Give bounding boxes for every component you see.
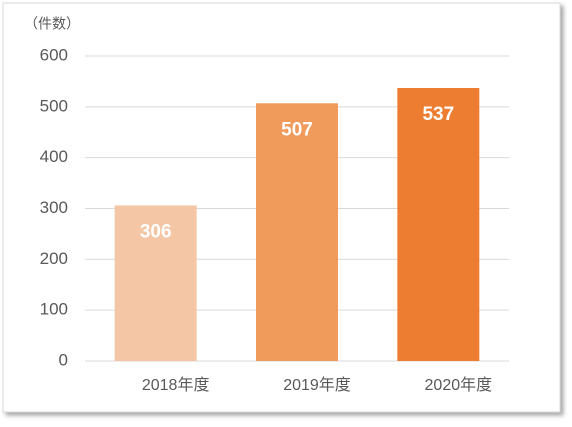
value-label: 306 bbox=[140, 221, 172, 242]
y-tick-label: 500 bbox=[40, 96, 68, 115]
y-tick-label: 100 bbox=[40, 300, 68, 319]
x-tick-label: 2018年度 bbox=[142, 376, 210, 394]
value-label: 537 bbox=[422, 104, 454, 125]
x-tick-label: 2020年度 bbox=[425, 376, 493, 394]
bar bbox=[114, 205, 197, 361]
y-tick-label: 300 bbox=[40, 198, 68, 217]
bar bbox=[256, 103, 338, 362]
x-tick-label: 2019年度 bbox=[283, 376, 351, 394]
y-axis-label: （件数） bbox=[24, 16, 80, 32]
y-tick-label: 200 bbox=[40, 249, 68, 268]
value-label: 507 bbox=[281, 119, 313, 140]
y-tick-label: 400 bbox=[40, 147, 68, 166]
bar bbox=[397, 88, 480, 362]
y-tick-label: 0 bbox=[59, 350, 68, 369]
y-tick-label: 600 bbox=[40, 45, 68, 64]
